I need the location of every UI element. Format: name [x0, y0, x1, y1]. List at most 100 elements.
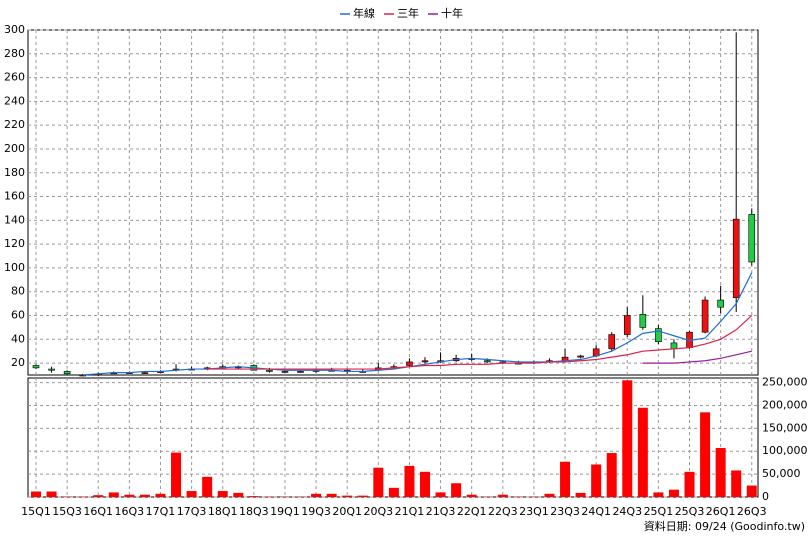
candle-body [655, 328, 662, 342]
x-tick-label: 24Q1 [581, 505, 611, 518]
x-tick-label: 23Q1 [519, 505, 549, 518]
x-tick-label: 25Q1 [644, 505, 674, 518]
y-tick-label: 280 [4, 47, 25, 60]
bar [202, 476, 213, 497]
bar [171, 452, 182, 497]
y-tick-label: 220 [4, 118, 25, 131]
bar [435, 492, 446, 497]
bar [544, 493, 555, 497]
line-series [207, 315, 753, 370]
candle-body [670, 342, 678, 350]
y-tick-label: 100 [4, 261, 25, 274]
y-tick-label: 20 [11, 356, 25, 369]
x-tick-label: 19Q1 [270, 505, 300, 518]
price-panel [27, 29, 759, 376]
bar [420, 471, 430, 497]
bar [715, 448, 726, 497]
candle-body [623, 315, 631, 335]
candle-body [421, 360, 429, 363]
line-series [642, 350, 752, 364]
bar [575, 492, 586, 497]
x-tick-label: 26Q1 [706, 505, 736, 518]
bar [326, 493, 337, 497]
candle-body [701, 299, 709, 333]
y-tick-label: 100,000 [762, 444, 808, 457]
x-tick-label: 22Q1 [457, 505, 487, 518]
bar [746, 485, 757, 497]
x-tick-label: 21Q1 [395, 505, 425, 518]
candle-body [63, 371, 71, 375]
candle-body [266, 369, 273, 372]
x-tick-label: 16Q1 [83, 505, 113, 518]
y-tick-label: 300 [4, 23, 25, 36]
x-tick-label: 20Q1 [332, 505, 362, 518]
bar [637, 407, 648, 497]
volume-panel [27, 377, 759, 498]
bar [731, 470, 742, 497]
bar [591, 464, 602, 497]
y-tick-label: 0 [762, 490, 769, 503]
candle-body [717, 299, 724, 308]
bar [466, 494, 477, 497]
bar [124, 494, 135, 497]
bar [606, 453, 617, 497]
y-tick-label: 240 [4, 94, 25, 107]
x-tick-label: 21Q3 [426, 505, 456, 518]
x-tick-label: 15Q1 [21, 505, 51, 518]
y-tick-label: 40 [11, 332, 25, 345]
y-tick-label: 260 [4, 71, 25, 84]
y-tick-label: 160 [4, 190, 25, 203]
bar [93, 495, 104, 497]
y-tick-label: 180 [4, 166, 25, 179]
bar [388, 487, 399, 497]
y-tick-label: 200,000 [762, 398, 808, 411]
y-tick-label: 150,000 [762, 421, 808, 434]
bar [373, 467, 384, 497]
x-tick-label: 18Q1 [208, 505, 238, 518]
x-tick-label: 17Q1 [146, 505, 176, 518]
candle-body [406, 361, 413, 366]
x-tick-label: 23Q3 [550, 505, 580, 518]
bar [560, 461, 571, 497]
source: 資料日期: 09/24 (Goodinfo.tw) [644, 519, 805, 533]
y-tick-label: 120 [4, 237, 25, 250]
bar [357, 495, 368, 497]
candle-body [48, 368, 55, 371]
candle-body [639, 314, 647, 328]
candle-body [483, 360, 491, 363]
bar [155, 493, 166, 497]
x-tick-label: 19Q3 [301, 505, 331, 518]
bar [108, 492, 119, 497]
bar [248, 496, 259, 497]
candle-body [141, 372, 149, 374]
legend-label: 十年 [441, 6, 463, 20]
bar [653, 492, 664, 497]
bar [46, 491, 57, 497]
candle-body [32, 365, 40, 369]
candle-body [608, 334, 616, 350]
x-tick-label: 20Q3 [363, 505, 393, 518]
candle-body [281, 371, 289, 373]
x-tick-label: 26Q3 [737, 505, 767, 518]
y-tick-label: 60 [11, 309, 25, 322]
x-tick-label: 16Q3 [115, 505, 145, 518]
x-tick-label: 18Q3 [239, 505, 269, 518]
candle-body [577, 355, 584, 358]
legend-label: 三年 [397, 6, 419, 20]
x-tick-label: 22Q3 [488, 505, 518, 518]
x-tick-label: 17Q3 [177, 505, 207, 518]
bar [233, 492, 244, 497]
candle-body [748, 214, 756, 263]
bar [342, 495, 353, 497]
bar [139, 494, 150, 497]
x-tick-label: 15Q3 [52, 505, 82, 518]
bar [497, 494, 508, 497]
bar [217, 491, 228, 497]
y-tick-label: 50,000 [762, 467, 801, 480]
bar [451, 483, 462, 497]
bar [31, 491, 41, 497]
bar [684, 471, 695, 497]
y-tick-label: 250,000 [762, 376, 808, 389]
y-tick-label: 80 [11, 285, 25, 298]
